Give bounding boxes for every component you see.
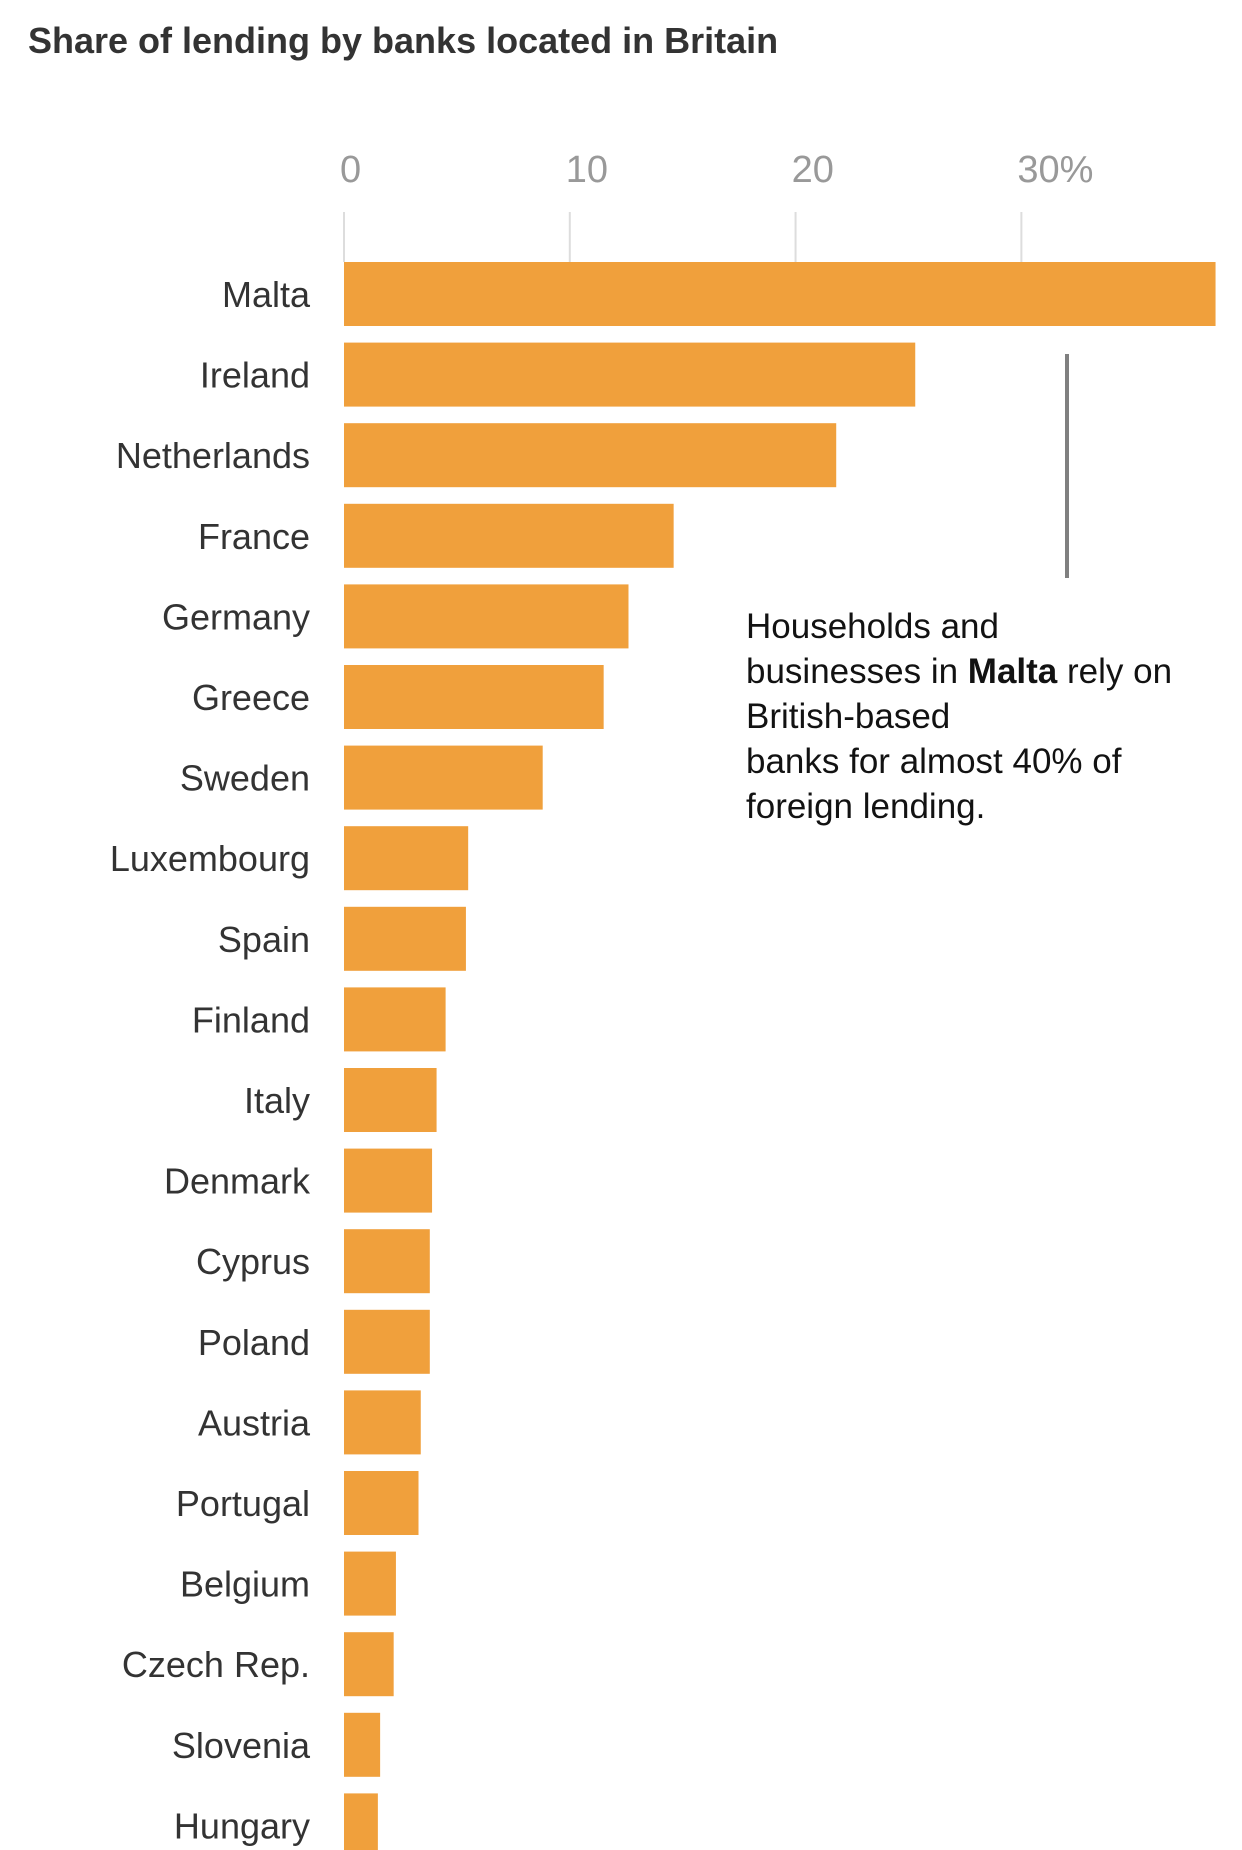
category-label-poland: Poland [198,1322,310,1363]
category-label-finland: Finland [192,999,310,1040]
bar-belgium [344,1551,396,1616]
category-label-italy: Italy [244,1080,310,1121]
bars [344,262,1216,1850]
category-label-portugal: Portugal [176,1483,310,1524]
annotation-text: Households and businesses in Malta rely o… [746,607,1172,826]
annotation-text-part: British-based [746,697,950,736]
category-label-czech-rep: Czech Rep. [122,1644,310,1685]
bar-denmark [344,1148,433,1213]
annotation: Households and businesses in Malta rely o… [746,354,1172,826]
bar-netherlands [344,423,837,488]
category-labels: Malta Ireland Netherlands France Germany Gree… [110,274,311,1846]
category-label-luxembourg: Luxembourg [110,838,310,879]
annotation-text-part: rely on [1057,652,1172,691]
bar-malta [344,262,1216,326]
bar-spain [344,906,466,971]
gridlines [343,212,1023,262]
x-tick-label-20: 20 [792,149,834,191]
category-label-netherlands: Netherlands [116,435,310,476]
category-label-sweden: Sweden [180,758,310,799]
annotation-text-part: Malta [968,652,1058,691]
annotation-text-part: banks for almost 40% of [746,742,1122,781]
bar-austria [344,1390,421,1455]
bar-slovenia [344,1712,381,1777]
x-tick-label-10: 10 [566,149,608,191]
category-label-greece: Greece [192,677,310,718]
bar-czech-rep [344,1632,394,1697]
category-label-slovenia: Slovenia [172,1725,311,1766]
category-label-hungary: Hungary [174,1805,310,1846]
category-label-cyprus: Cyprus [196,1241,310,1282]
bar-luxembourg [344,826,469,891]
bar-greece [344,665,604,729]
bar-italy [344,1068,437,1132]
category-label-germany: Germany [162,596,310,637]
category-label-spain: Spain [218,919,310,960]
bar-hungary [344,1793,378,1850]
category-label-denmark: Denmark [164,1161,311,1202]
bar-portugal [344,1471,419,1535]
bar-cyprus [344,1229,430,1294]
bar-finland [344,987,446,1052]
annotation-text-part: foreign lending. [746,787,985,826]
category-label-ireland: Ireland [200,355,310,396]
x-axis-ticks: 0 10 20 30% [340,149,1093,191]
bar-sweden [344,745,543,810]
bar-poland [344,1309,430,1374]
annotation-text-part: businesses in [746,652,968,691]
category-label-belgium: Belgium [180,1564,310,1605]
x-tick-label-30: 30% [1017,149,1093,191]
x-tick-label-0: 0 [340,149,361,191]
bar-germany [344,584,629,649]
bar-ireland [344,342,916,407]
category-label-malta: Malta [222,274,311,315]
bar-france [344,503,674,568]
category-label-france: France [198,516,310,557]
chart-title: Share of lending by banks located in Bri… [28,20,778,61]
annotation-text-part: Households and [746,607,999,646]
category-label-austria: Austria [198,1402,311,1443]
